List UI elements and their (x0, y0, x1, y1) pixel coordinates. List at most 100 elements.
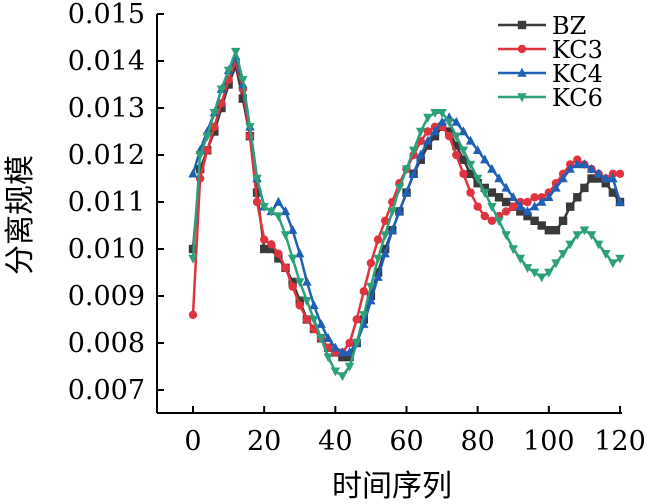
data-point (302, 297, 312, 306)
y-tick-label: 0.013 (68, 93, 145, 124)
data-point (586, 163, 597, 173)
legend-label: KC3 (552, 36, 603, 64)
data-point (288, 282, 297, 291)
data-point (452, 150, 461, 160)
data-point (309, 300, 319, 310)
data-point (445, 127, 454, 136)
data-point (487, 216, 497, 225)
data-point (387, 225, 397, 234)
data-point (359, 311, 369, 320)
data-point (408, 168, 419, 178)
data-point (408, 146, 419, 156)
data-point (459, 169, 468, 178)
y-ticks: 0.007 0.008 0.009 0.010 0.011 0.012 0.013 0.014… (68, 0, 164, 406)
legend-label: KC4 (552, 60, 603, 88)
data-point (480, 188, 490, 198)
data-point (281, 263, 290, 272)
data-point (544, 226, 554, 235)
data-point (608, 188, 618, 197)
series-kc6 (188, 47, 625, 382)
data-point (267, 244, 276, 254)
data-point (245, 123, 255, 132)
data-point (615, 169, 625, 178)
data-point (523, 197, 532, 207)
data-point (203, 146, 212, 155)
data-point (401, 187, 412, 197)
data-point (459, 155, 468, 164)
data-point (472, 145, 483, 154)
data-point (352, 315, 361, 324)
series-layer (188, 47, 625, 382)
x-tick-label: 80 (460, 426, 494, 457)
data-point (430, 132, 440, 141)
data-point (501, 182, 511, 192)
data-point (280, 231, 291, 241)
data-point (380, 231, 390, 241)
data-point (274, 254, 283, 263)
data-point (487, 188, 497, 197)
data-point (387, 207, 397, 217)
data-point (423, 127, 433, 136)
data-point (394, 206, 405, 216)
data-point (537, 196, 547, 206)
data-point (295, 296, 304, 305)
data-point (452, 141, 461, 150)
data-point (565, 202, 575, 211)
data-point (295, 301, 304, 310)
data-point (366, 258, 376, 268)
x-ticks: 0 20 40 60 80 100 120 (184, 406, 646, 457)
data-point (323, 333, 333, 342)
data-point (466, 188, 475, 197)
y-tick-label: 0.009 (68, 281, 145, 312)
data-point (302, 315, 312, 324)
data-point (401, 165, 412, 175)
data-point (351, 339, 362, 349)
data-point (287, 225, 298, 234)
data-point (344, 362, 355, 372)
data-point (573, 193, 582, 202)
y-tick-label: 0.008 (68, 328, 145, 359)
data-point (445, 132, 454, 141)
data-point (273, 196, 284, 206)
x-tick-label: 100 (523, 426, 575, 457)
data-point (530, 216, 539, 225)
data-point (366, 295, 376, 305)
data-point (572, 159, 582, 169)
data-point (586, 231, 597, 241)
data-point (259, 235, 269, 244)
data-point (458, 126, 469, 136)
data-point (530, 193, 539, 202)
data-point (430, 109, 440, 118)
data-point (210, 122, 219, 131)
data-point (487, 203, 497, 212)
data-point (537, 273, 547, 283)
data-point (323, 353, 333, 363)
x-tick-label: 120 (594, 426, 646, 457)
data-point (608, 259, 618, 269)
x-tick-label: 20 (247, 426, 281, 457)
data-point (544, 192, 554, 201)
data-point (295, 278, 305, 288)
legend-marker (517, 20, 527, 30)
data-point (572, 231, 582, 241)
data-point (615, 254, 625, 264)
data-point (444, 118, 454, 128)
data-point (465, 160, 476, 170)
data-point (537, 221, 546, 230)
data-point (551, 182, 561, 192)
data-point (494, 173, 504, 183)
data-point (273, 212, 284, 222)
data-point (565, 163, 575, 173)
data-point (558, 173, 568, 183)
data-point (259, 244, 269, 254)
data-point (259, 203, 269, 212)
data-point (608, 173, 618, 183)
data-point (344, 347, 355, 357)
data-point (345, 352, 354, 362)
data-point (466, 169, 475, 178)
data-point (593, 240, 604, 250)
data-point (295, 248, 305, 258)
data-point (366, 282, 376, 292)
data-point (288, 277, 297, 287)
